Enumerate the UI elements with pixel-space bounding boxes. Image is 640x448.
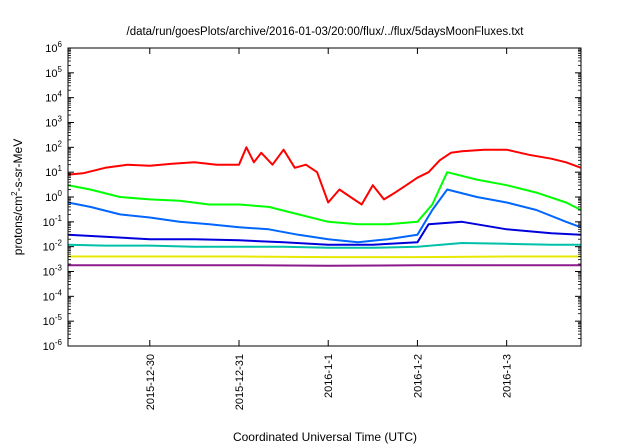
y-tick-label: 10-4 (43, 288, 63, 303)
y-tick-label: 10-6 (43, 338, 63, 353)
series-layer (68, 146, 581, 267)
y-tick-label: 102 (45, 139, 62, 154)
x-tick-label: 2016-1-3 (502, 354, 514, 398)
y-tick-label: 106 (45, 40, 62, 55)
series-line-1 (68, 146, 581, 206)
x-tick-label: 2016-1-1 (323, 354, 335, 398)
x-axis: 2015-12-30 2015-12-31 2016-1-1 2016-1-2 2016… (145, 48, 514, 410)
x-axis-title: Coordinated Universal Time (UTC) (233, 430, 417, 444)
chart-title: /data/run/goesPlots/archive/2016-01-03/2… (127, 26, 525, 38)
x-tick-label: 2016-1-2 (412, 354, 424, 398)
series-line-5 (68, 242, 581, 249)
series-line-4 (68, 220, 581, 246)
y-axis-title: protons/cm2-s-sr-MeV (10, 139, 25, 255)
y-tick-label: 100 (45, 189, 62, 204)
x-tick-label: 2015-12-30 (145, 354, 157, 410)
y-tick-label: 105 (45, 65, 62, 80)
y-axis: 10-6 10-5 10-4 10-3 10-2 10-1 100 101 102 103 104 1… (43, 40, 581, 353)
y-tick-label: 104 (45, 90, 62, 105)
plot-frame (67, 47, 582, 347)
y-tick-label: 10-3 (43, 264, 63, 279)
y-tick-label: 10-2 (43, 239, 63, 254)
y-tick-label: 10-1 (43, 214, 63, 229)
series-line-3 (68, 188, 581, 244)
x-tick-label: 2015-12-31 (234, 354, 246, 410)
y-tick-label: 103 (45, 115, 62, 130)
series-line-7 (68, 264, 581, 267)
y-tick-label: 101 (45, 164, 62, 179)
series-line-6 (68, 255, 581, 259)
y-tick-label: 10-5 (43, 313, 63, 328)
series-line-2 (68, 171, 581, 226)
